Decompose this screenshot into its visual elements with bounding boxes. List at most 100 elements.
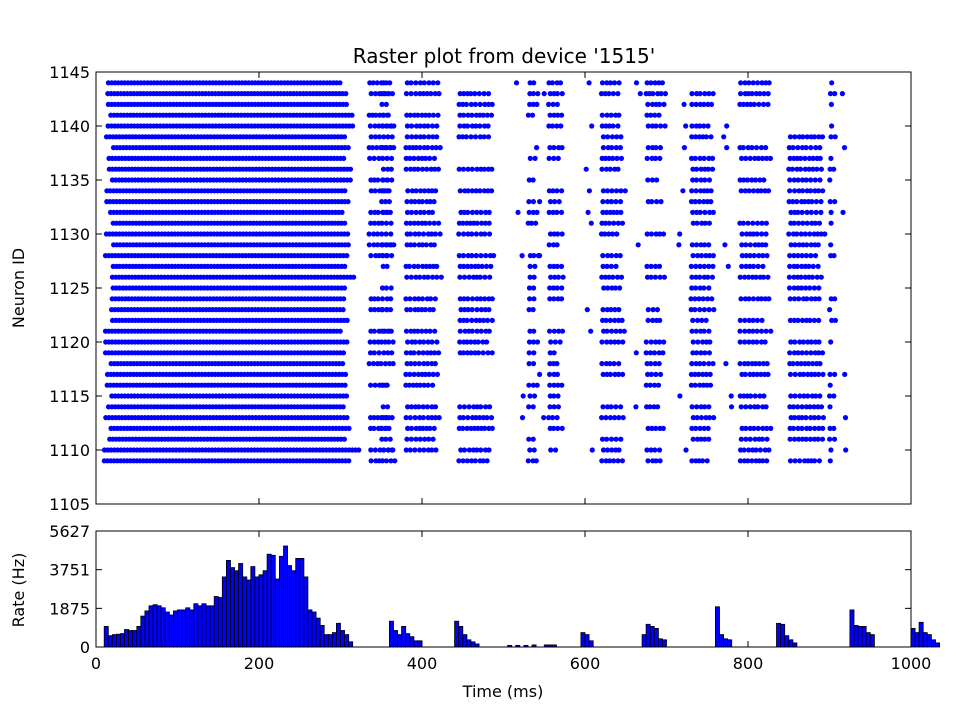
spike-marker (746, 188, 752, 194)
spike-marker (702, 209, 708, 215)
rate-bar (230, 567, 235, 648)
spike-marker (693, 263, 699, 269)
raster-y-axis-label: Neuron ID (9, 248, 28, 328)
spike-marker (657, 371, 664, 377)
spike-marker (547, 285, 553, 291)
spike-marker (432, 328, 438, 334)
spike-marker (480, 317, 487, 323)
spike-marker (702, 350, 708, 356)
spike-marker (420, 425, 426, 431)
spike-marker (648, 263, 654, 269)
spike-marker (551, 328, 557, 334)
spike-marker (741, 393, 747, 399)
spike-marker (693, 166, 700, 172)
spike-marker (527, 274, 533, 280)
spike-marker (815, 404, 821, 410)
spike-marker (614, 209, 620, 215)
spike-marker (743, 263, 749, 269)
spike-marker (600, 447, 607, 453)
rate-bar (649, 626, 655, 648)
spike-marker (372, 134, 378, 140)
spike-marker (456, 253, 462, 259)
spike-marker (702, 177, 708, 183)
spike-marker (657, 155, 663, 161)
spike-marker (814, 274, 820, 280)
spike-marker (827, 425, 833, 431)
spike-marker (797, 458, 803, 464)
rate-bar (931, 639, 936, 648)
spike-marker (827, 199, 833, 205)
spike-marker (644, 447, 650, 453)
spike-marker (438, 274, 444, 280)
spike-marker (767, 155, 774, 161)
spike-marker (820, 188, 826, 194)
spike-marker (549, 80, 556, 86)
spike-marker (618, 404, 624, 410)
spike-marker (612, 285, 619, 291)
spike-marker (478, 253, 484, 259)
spike-marker (412, 199, 418, 205)
spike-marker (477, 101, 483, 107)
spike-marker (700, 296, 706, 302)
spike-marker (829, 80, 835, 86)
rate-bar (156, 605, 162, 648)
spike-marker (551, 425, 557, 431)
rate-bar (657, 638, 663, 648)
spike-marker (434, 134, 440, 140)
spike-marker (469, 112, 475, 118)
spike-marker (753, 274, 759, 280)
spike-marker (755, 263, 761, 269)
spike-marker (644, 112, 650, 118)
spike-marker (368, 458, 374, 464)
spike-marker (372, 307, 378, 313)
spike-marker (483, 404, 489, 410)
spike-marker (747, 253, 753, 259)
spike-marker (475, 350, 482, 356)
spike-marker (526, 404, 532, 410)
spike-marker (828, 209, 834, 215)
spike-marker (483, 253, 489, 259)
spike-marker (379, 458, 386, 464)
spike-marker (757, 177, 763, 183)
spike-marker (559, 231, 565, 237)
spike-marker (645, 101, 651, 107)
spike-marker (807, 404, 813, 410)
spike-marker (460, 101, 466, 107)
spike-marker (804, 296, 810, 302)
spike-marker (702, 220, 708, 226)
spike-marker (466, 274, 472, 280)
spike-marker (745, 220, 751, 226)
spike-marker (818, 199, 824, 205)
rate-bar (177, 609, 182, 648)
rate-bar (319, 625, 325, 648)
spike-marker (701, 285, 707, 291)
spike-marker (747, 425, 753, 431)
spike-marker (341, 285, 348, 291)
spike-marker (757, 91, 763, 97)
spike-marker (756, 242, 762, 248)
spike-marker (389, 134, 395, 140)
spike-marker (380, 177, 386, 183)
spike-marker (480, 112, 486, 118)
spike-marker (745, 361, 751, 367)
spike-marker (421, 361, 427, 367)
spike-marker (426, 134, 432, 140)
spike-marker (434, 339, 440, 345)
spike-marker (643, 382, 649, 388)
spike-marker (342, 220, 348, 226)
rate-bar (140, 615, 146, 648)
rate-bar (323, 634, 329, 648)
spike-marker (799, 145, 806, 151)
spike-marker (465, 188, 471, 194)
spike-marker (408, 425, 415, 431)
spike-marker (381, 350, 387, 356)
spike-marker (750, 231, 757, 237)
rate-y-tick-label: 5627 (49, 522, 90, 541)
spike-marker (430, 112, 436, 118)
spike-marker (709, 274, 716, 280)
spike-marker (814, 166, 820, 172)
spike-marker (761, 101, 767, 107)
spike-marker (832, 91, 838, 97)
spike-marker (405, 339, 411, 345)
spike-marker (489, 350, 495, 356)
